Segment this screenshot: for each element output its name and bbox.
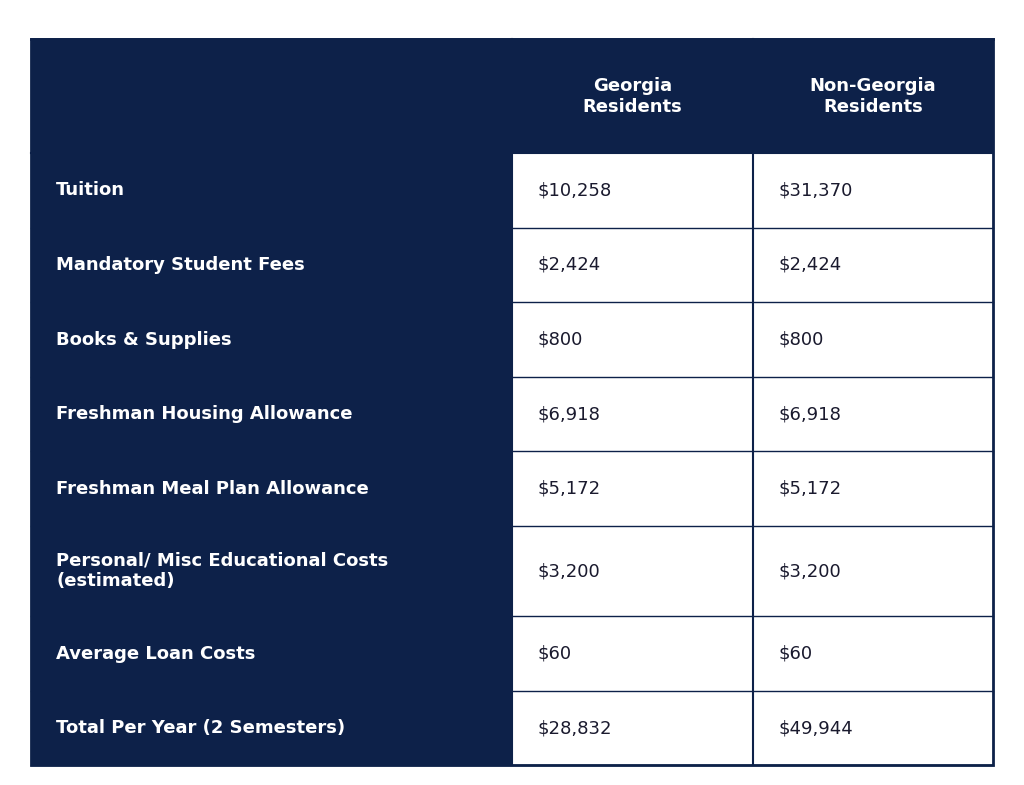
Bar <box>753 39 993 153</box>
Text: Freshman Meal Plan Allowance: Freshman Meal Plan Allowance <box>56 480 369 498</box>
Text: $28,832: $28,832 <box>538 719 612 737</box>
Text: Personal/ Misc Educational Costs
(estimated): Personal/ Misc Educational Costs (estima… <box>56 552 388 590</box>
Bar <box>753 526 993 616</box>
Bar <box>753 691 993 765</box>
Text: $800: $800 <box>538 330 583 349</box>
Text: Books & Supplies: Books & Supplies <box>56 330 232 349</box>
Text: Non-Georgia
Residents: Non-Georgia Residents <box>810 77 936 115</box>
Text: $2,424: $2,424 <box>538 256 601 274</box>
Bar <box>512 377 753 451</box>
Text: $3,200: $3,200 <box>538 562 600 580</box>
Bar <box>31 302 512 377</box>
Text: $800: $800 <box>778 330 823 349</box>
Bar <box>512 691 753 765</box>
Text: $60: $60 <box>778 644 812 663</box>
Bar <box>31 691 512 765</box>
Text: $60: $60 <box>538 644 571 663</box>
Text: Average Loan Costs: Average Loan Costs <box>56 644 256 663</box>
Text: $2,424: $2,424 <box>778 256 842 274</box>
Bar <box>512 39 753 153</box>
Bar <box>753 616 993 691</box>
Text: $5,172: $5,172 <box>538 480 601 498</box>
Bar <box>753 451 993 526</box>
Bar <box>31 451 512 526</box>
Bar <box>753 153 993 228</box>
Text: Freshman Housing Allowance: Freshman Housing Allowance <box>56 405 353 423</box>
Text: Tuition: Tuition <box>56 181 125 199</box>
Bar <box>512 153 753 228</box>
Text: $6,918: $6,918 <box>778 405 841 423</box>
Bar <box>31 377 512 451</box>
Bar <box>512 526 753 616</box>
Text: $10,258: $10,258 <box>538 181 612 199</box>
Bar <box>512 451 753 526</box>
Bar <box>753 302 993 377</box>
Bar <box>31 153 512 228</box>
Bar <box>512 228 753 302</box>
Bar <box>753 377 993 451</box>
Bar <box>753 228 993 302</box>
Text: $49,944: $49,944 <box>778 719 853 737</box>
Bar <box>31 39 512 153</box>
Bar <box>512 616 753 691</box>
Text: Total Per Year (2 Semesters): Total Per Year (2 Semesters) <box>56 719 345 737</box>
Text: $31,370: $31,370 <box>778 181 853 199</box>
Bar <box>31 526 512 616</box>
Text: Georgia
Residents: Georgia Residents <box>583 77 682 115</box>
Text: $5,172: $5,172 <box>778 480 842 498</box>
Text: Mandatory Student Fees: Mandatory Student Fees <box>56 256 305 274</box>
Text: $3,200: $3,200 <box>778 562 841 580</box>
Bar <box>31 616 512 691</box>
Text: $6,918: $6,918 <box>538 405 600 423</box>
Bar <box>31 228 512 302</box>
Bar <box>512 302 753 377</box>
